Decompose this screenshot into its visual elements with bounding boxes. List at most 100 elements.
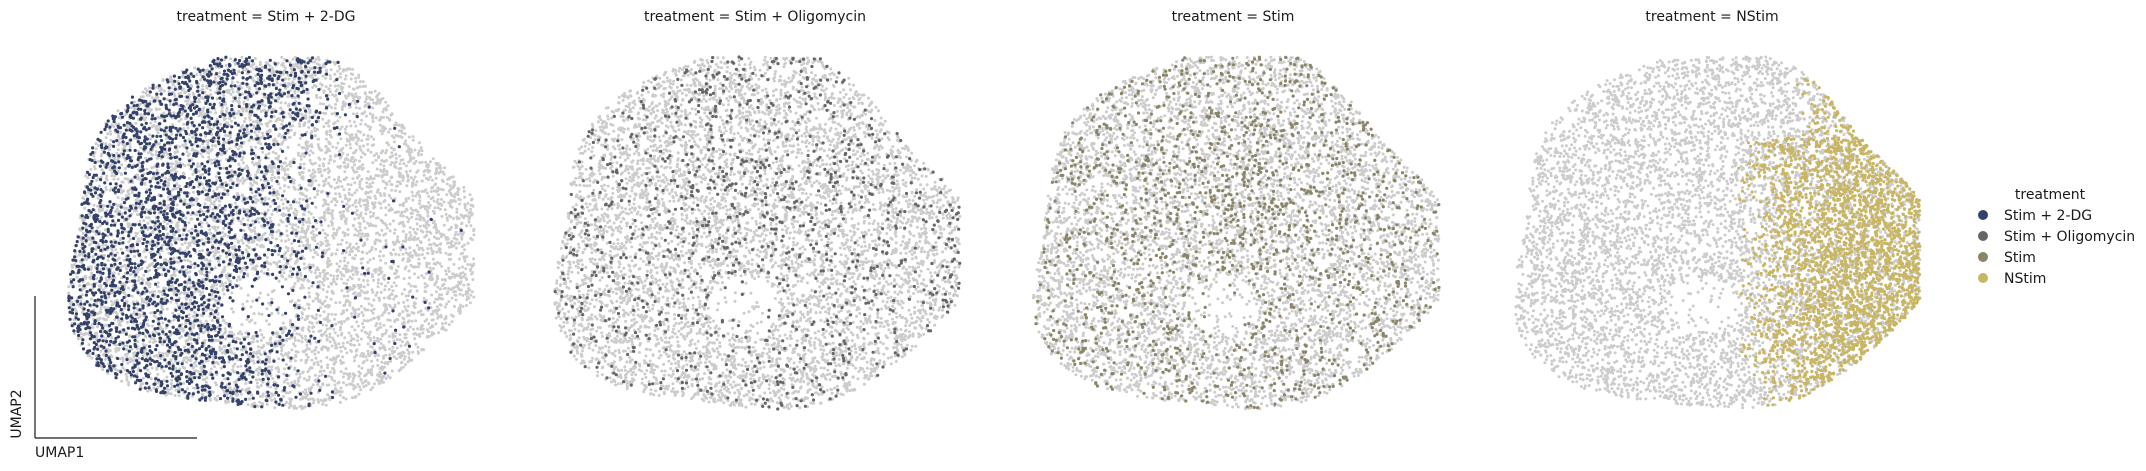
background-point [242,208,245,211]
background-point [431,186,434,189]
background-point [170,359,173,362]
background-point [128,143,131,146]
background-point [282,203,285,206]
background-point [365,355,368,358]
background-point [413,301,416,304]
background-point [326,234,329,237]
background-point [129,238,132,241]
background-point [191,228,194,231]
background-point [380,373,383,376]
background-point [372,257,375,260]
background-point [405,265,408,268]
background-point [324,398,327,401]
background-point [295,332,298,335]
background-point [364,92,367,95]
background-point [117,148,120,151]
background-point [163,90,166,93]
background-point [274,245,277,248]
background-point [287,105,290,108]
background-point [343,178,346,181]
background-point [327,119,330,122]
background-point [285,338,288,341]
background-point [272,261,275,264]
background-point [303,155,306,158]
background-point [216,361,219,364]
background-point [319,386,322,389]
background-point [152,341,155,344]
background-point [347,261,350,264]
background-point [388,288,391,291]
background-point [402,215,405,218]
background-point [251,191,254,194]
background-point [170,382,173,385]
background-point [364,85,367,88]
background-point [287,186,290,189]
background-point [265,61,268,64]
background-point [274,152,277,155]
background-point [248,139,251,142]
background-point [459,198,462,201]
background-point [321,323,324,326]
background-point [271,236,274,239]
background-point [355,141,358,144]
background-point [263,79,266,82]
background-point [340,217,343,220]
background-point [339,76,342,79]
background-point [346,153,349,156]
background-point [90,268,93,271]
background-point [105,136,108,139]
background-point [284,102,287,105]
background-point [138,206,141,209]
background-point [371,201,374,204]
background-point [171,162,174,165]
background-point [149,138,152,141]
background-point [465,304,468,307]
background-point [240,323,243,326]
background-point [324,300,327,303]
background-point [364,374,367,377]
background-point [96,226,99,229]
background-point [317,351,320,354]
background-point [333,369,336,372]
background-point [214,398,217,401]
background-point [260,178,263,181]
background-point [276,333,279,336]
background-point [226,107,229,110]
background-point [402,301,405,304]
background-point [250,146,253,149]
background-point [330,283,333,286]
background-point [382,277,385,280]
background-point [359,222,362,225]
background-point [404,132,407,135]
background-point [385,329,388,332]
background-point [289,254,292,257]
background-point [301,337,304,340]
background-point [448,246,451,249]
background-point [334,313,337,316]
background-point [389,128,392,131]
background-point [101,244,104,247]
background-point [326,339,329,342]
background-point [315,85,318,88]
background-point [234,63,237,66]
background-point [325,240,328,243]
background-point [306,370,309,373]
background-point [333,280,336,283]
background-point [246,300,249,303]
background-point [412,312,415,315]
background-point [388,304,391,307]
background-point [315,269,318,272]
background-point [358,186,361,189]
background-point [393,165,396,168]
background-point [457,233,460,236]
background-point [291,223,294,226]
background-point [432,318,435,321]
background-point [149,122,152,125]
background-point [429,160,432,163]
background-point [246,128,249,131]
background-point [263,272,266,275]
background-point [345,241,348,244]
background-point [344,194,347,197]
background-point [210,368,213,371]
background-point [341,239,344,242]
